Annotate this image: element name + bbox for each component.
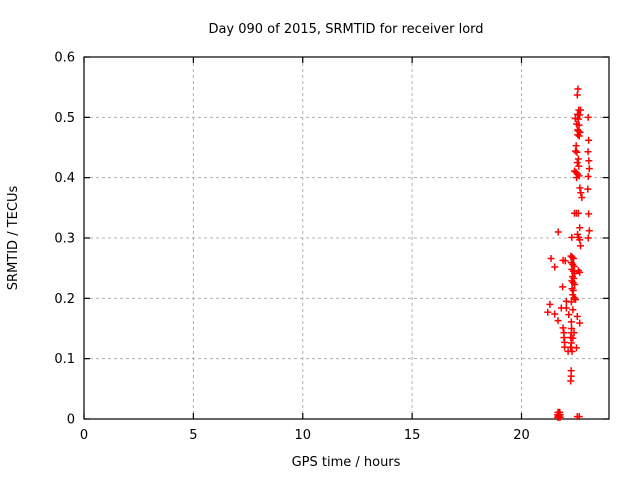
svg-text:0.5: 0.5 [54,111,75,126]
svg-text:20: 20 [513,428,530,443]
svg-text:0.6: 0.6 [54,51,75,66]
svg-text:10: 10 [294,428,311,443]
svg-text:0.2: 0.2 [54,292,75,307]
data-points [544,85,593,421]
svg-text:0.3: 0.3 [54,232,75,247]
svg-text:0.1: 0.1 [54,352,75,367]
grid-lines [84,57,609,419]
svg-text:5: 5 [189,428,197,443]
svg-text:0: 0 [67,413,75,428]
svg-text:15: 15 [404,428,421,443]
axis-tick-labels: 0 5 10 15 20 0 0.1 0.2 0.3 0.4 0.5 0.6 [54,51,529,444]
chart-title: Day 090 of 2015, SRMTID for receiver lor… [208,22,483,37]
x-axis-title: GPS time / hours [292,455,401,470]
axis-ticks [83,56,609,420]
svg-text:0.4: 0.4 [54,171,75,186]
svg-text:0: 0 [80,428,88,443]
y-axis-title: SRMTID / TECUs [6,186,21,291]
